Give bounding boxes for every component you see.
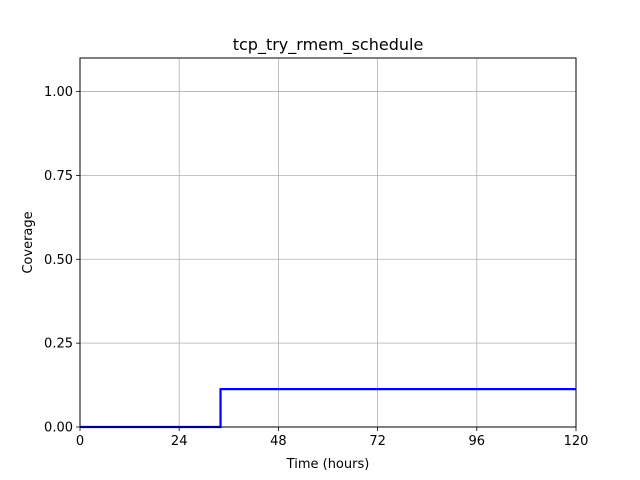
x-axis-ticks: 0 24 48 72 96 120 — [76, 427, 589, 449]
chart-title: tcp_try_rmem_schedule — [233, 35, 424, 55]
plot-frame — [79, 57, 577, 428]
x-tick-label: 48 — [270, 434, 287, 449]
x-tick-label: 24 — [171, 434, 188, 449]
x-tick-label: 72 — [369, 434, 386, 449]
y-tick-label: 0.75 — [44, 169, 73, 184]
y-tick-label: 0.00 — [44, 421, 73, 436]
y-axis-ticks: 0.00 0.25 0.50 0.75 1.00 — [44, 85, 80, 436]
y-axis-label: Coverage — [21, 211, 36, 273]
y-tick-label: 0.25 — [44, 337, 73, 352]
y-tick-label: 0.50 — [44, 253, 73, 268]
x-tick-label: 96 — [469, 434, 486, 449]
x-tick-label: 0 — [76, 434, 84, 449]
y-tick-label: 1.00 — [44, 85, 73, 100]
x-axis-label: Time (hours) — [286, 457, 370, 472]
x-tick-label: 120 — [564, 434, 589, 449]
